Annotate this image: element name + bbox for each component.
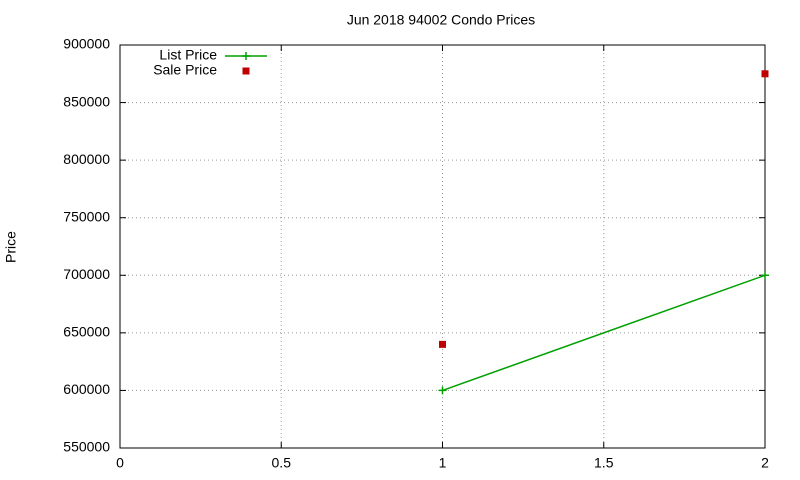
legend-label: Sale Price	[153, 62, 217, 78]
y-tick-label: 700000	[63, 266, 110, 282]
legend-marker	[242, 52, 250, 60]
y-tick-label: 550000	[63, 439, 110, 455]
x-tick-label: 1	[439, 455, 447, 471]
legend-marker	[242, 67, 250, 75]
y-tick-label: 800000	[63, 151, 110, 167]
y-tick-label: 850000	[63, 93, 110, 109]
data-point	[761, 271, 769, 280]
legend-label: List Price	[159, 47, 217, 63]
data-point	[761, 70, 769, 78]
y-axis-label: Price	[3, 231, 19, 263]
x-tick-label: 2	[761, 455, 769, 471]
x-tick-label: 1.5	[594, 455, 614, 471]
data-point	[439, 340, 446, 348]
chart-title: Jun 2018 94002 Condo Prices	[347, 12, 535, 28]
y-tick-label: 900000	[63, 36, 110, 52]
y-tick-label: 650000	[63, 324, 110, 340]
plot-border	[119, 44, 766, 449]
series-line	[442, 274, 766, 392]
y-tick-label: 600000	[63, 381, 110, 397]
x-tick-label: 0	[116, 455, 124, 471]
x-tick-label: 0.5	[272, 455, 292, 471]
y-tick-label: 750000	[63, 208, 110, 224]
data-point	[438, 386, 447, 395]
